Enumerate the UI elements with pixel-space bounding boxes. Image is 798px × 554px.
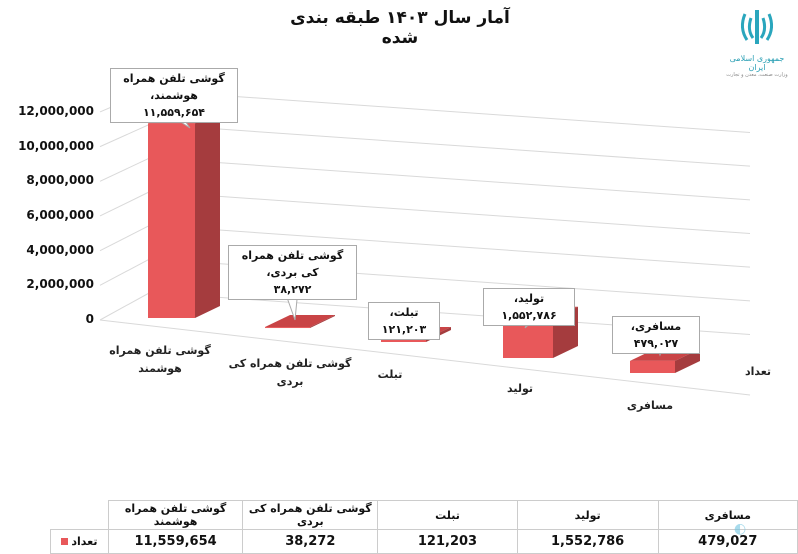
category-label: تبلت (350, 366, 430, 384)
data-label-line: مسافری، ۴۷۹,۰۲۷ (630, 320, 682, 350)
y-tick-label: 12,000,000 (18, 103, 94, 118)
bar-side (675, 348, 700, 373)
gridline-side (99, 157, 151, 182)
government-logo: جمهوری اسلامی ایران وزارت صنعت، معدن و ت… (722, 6, 792, 78)
gridline-side (99, 123, 151, 148)
category-label: مسافری (600, 397, 700, 415)
table-cell: 11,559,654 (107, 529, 244, 554)
gridline (149, 191, 751, 234)
bar (630, 360, 675, 373)
category-label: تولید (470, 380, 570, 398)
bar (381, 338, 426, 342)
gridline-side (99, 258, 151, 286)
data-label: گوشی تلفن همراه کی بردی، ۳۸,۲۷۲ (228, 245, 357, 300)
category-label-line: بردی (276, 375, 304, 388)
category-label-line: تبلت (377, 368, 403, 381)
bar-side (195, 111, 220, 318)
data-label-line: ۱۱,۵۵۹,۶۵۴ (142, 106, 206, 119)
gridline (149, 90, 751, 133)
table-header: گوشی تلفن همراه هوشمند (107, 500, 244, 530)
data-label: گوشی تلفن همراه هوشمند، ۱۱,۵۵۹,۶۵۴ (110, 68, 238, 123)
bar-top (265, 315, 335, 328)
y-tick-label: 2,000,000 (26, 277, 94, 292)
category-label-line: گوشی تلفن همراه کی (228, 357, 352, 370)
bar (148, 123, 195, 318)
emblem-icon (740, 10, 774, 44)
category-label-line: مسافری (626, 399, 674, 412)
gridline (149, 123, 751, 167)
table-cell: 121,203 (377, 529, 518, 554)
chart-title: آمار سال ۱۴۰۳ طبقه بندی شده (290, 8, 510, 48)
floor-edge (99, 319, 751, 396)
gridline (149, 157, 751, 201)
legend-swatch (61, 538, 69, 545)
watermark: ◐ (734, 521, 747, 537)
y-tick-label: 10,000,000 (18, 138, 94, 153)
series-axis-label: تعداد (744, 365, 772, 378)
table-row: تعداد 11,559,654 38,272 121,203 1,552,78… (50, 529, 798, 554)
gridline (149, 224, 751, 268)
category-label-line: هوشمند (138, 362, 182, 375)
y-tick-label: 6,000,000 (26, 207, 94, 222)
y-tick-label: 0 (85, 312, 94, 326)
table-header: تبلت (377, 500, 518, 530)
data-label: تولید، ۱,۵۵۲,۷۸۶ (483, 288, 575, 326)
data-label-line: تولید، ۱,۵۵۲,۷۸۶ (501, 292, 557, 322)
table-header: مسافری (657, 500, 798, 530)
table-cell: 479,027 (657, 529, 798, 554)
legend-cell: تعداد (50, 529, 109, 554)
category-label-line: تولید (506, 382, 533, 395)
table-header-row: گوشی تلفن همراه هوشمند گوشی تلفن همراه ک… (51, 500, 798, 530)
gridline-side (99, 292, 151, 321)
data-label: تبلت، ۱۲۱,۲۰۳ (368, 302, 440, 340)
gridline-side (99, 224, 151, 252)
category-label: گوشی تلفن همراه هوشمند (100, 342, 220, 378)
data-table: گوشی تلفن همراه هوشمند گوشی تلفن همراه ک… (50, 500, 798, 554)
data-label-line: گوشی تلفن همراه کی بردی، (241, 249, 344, 279)
gridline-side (99, 191, 151, 217)
bar (265, 327, 310, 329)
data-label-line: ۳۸,۲۷۲ (273, 283, 312, 296)
data-label-line: گوشی تلفن همراه هوشمند، (123, 72, 225, 102)
table-header: گوشی تلفن همراه کی بردی (242, 500, 379, 530)
category-label: گوشی تلفن همراه کی بردی (225, 355, 355, 391)
data-label-line: تبلت، ۱۲۱,۲۰۳ (381, 306, 427, 336)
row-label: تعداد (71, 535, 98, 548)
table-cell: 1,552,786 (516, 529, 659, 554)
bar-side (310, 315, 335, 328)
category-label-line: گوشی تلفن همراه (109, 344, 211, 357)
y-tick-label: 4,000,000 (26, 242, 94, 257)
table-header: تولید (516, 500, 659, 530)
y-tick-label: 8,000,000 (26, 173, 94, 188)
table-cell: 38,272 (242, 529, 379, 554)
data-label: مسافری، ۴۷۹,۰۲۷ (612, 316, 700, 354)
